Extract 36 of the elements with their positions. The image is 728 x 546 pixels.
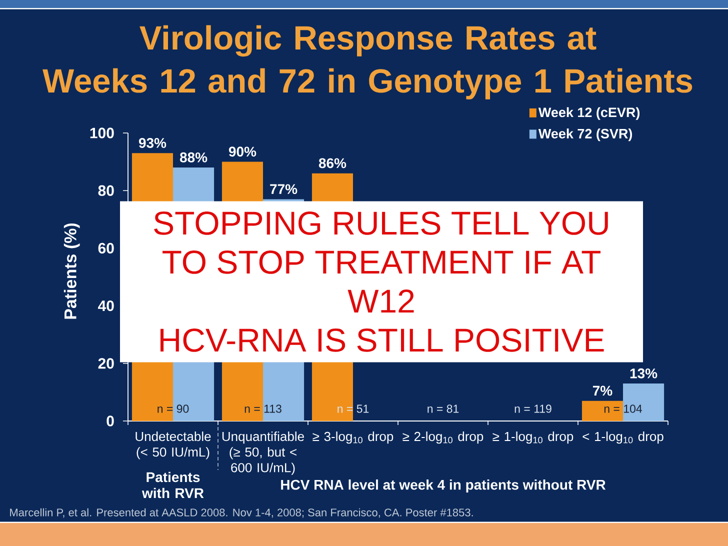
data-label: 77% bbox=[270, 184, 298, 194]
data-label: 90% bbox=[228, 146, 256, 157]
annotation: n = 81 bbox=[428, 404, 459, 413]
annotation: n = 104 bbox=[604, 404, 642, 413]
data-label: 7% bbox=[592, 386, 612, 396]
data-label: 93% bbox=[138, 138, 166, 148]
x-tick-label: ≥ 3-log$_{10}$ drop bbox=[312, 432, 394, 444]
y-axis-title: Patients (%) bbox=[64, 223, 80, 319]
annotation: n = 113 bbox=[244, 404, 282, 413]
annotation: n = 119 bbox=[514, 404, 552, 413]
data-label: 86% bbox=[318, 158, 346, 168]
text: HCV RNA level at week 4 in patients without RVR bbox=[281, 479, 606, 493]
y-tick-label: 60 bbox=[98, 242, 114, 254]
bar bbox=[582, 400, 624, 421]
x-tick-label: ≥ 1-log$_{10}$ drop bbox=[492, 432, 574, 444]
y-tick-label: 0 bbox=[106, 416, 114, 426]
annotation: HCV-RNA IS STILL POSITIVE bbox=[160, 328, 604, 352]
text: Patients with RVR bbox=[142, 472, 204, 498]
y-tick-label: 40 bbox=[98, 300, 114, 312]
x-tick-label: < 1-log$_{10}$ drop bbox=[582, 432, 664, 444]
y-tick-label: 80 bbox=[98, 185, 114, 196]
chart-title: Virologic Response Rates at Weeks 12 and 72 in Genotype 1 Patients bbox=[42, 25, 692, 100]
x-tick-label: ≥ 2-log$_{10}$ drop bbox=[402, 432, 484, 444]
y-tick-label: 20 bbox=[98, 358, 114, 369]
text: Marcellin P, et al. Presented at AASLD 2008. Nov 1-4, 2008; San Francisco, CA. Poster #1853. bbox=[10, 508, 473, 518]
bar bbox=[623, 384, 664, 421]
annotation: STOPPING RULES TELL YOU TO STOP TREATMENT IF AT W12 bbox=[154, 212, 608, 313]
data-label: 13% bbox=[630, 368, 658, 378]
annotation: n = 90 bbox=[158, 404, 189, 413]
annotation: n = 51 bbox=[338, 404, 369, 413]
y-tick-label: 100 bbox=[90, 128, 114, 138]
x-tick-label: Unquantifiable (≥ 50, but < 600 IU/mL) bbox=[222, 432, 304, 475]
x-tick-label: Undetectable (< 50 IU/mL) bbox=[136, 432, 211, 460]
data-label: 88% bbox=[180, 152, 208, 162]
legend-label: Week 12 (cEVR) bbox=[538, 107, 640, 120]
legend-label: Week 72 (SVR) bbox=[538, 128, 632, 142]
